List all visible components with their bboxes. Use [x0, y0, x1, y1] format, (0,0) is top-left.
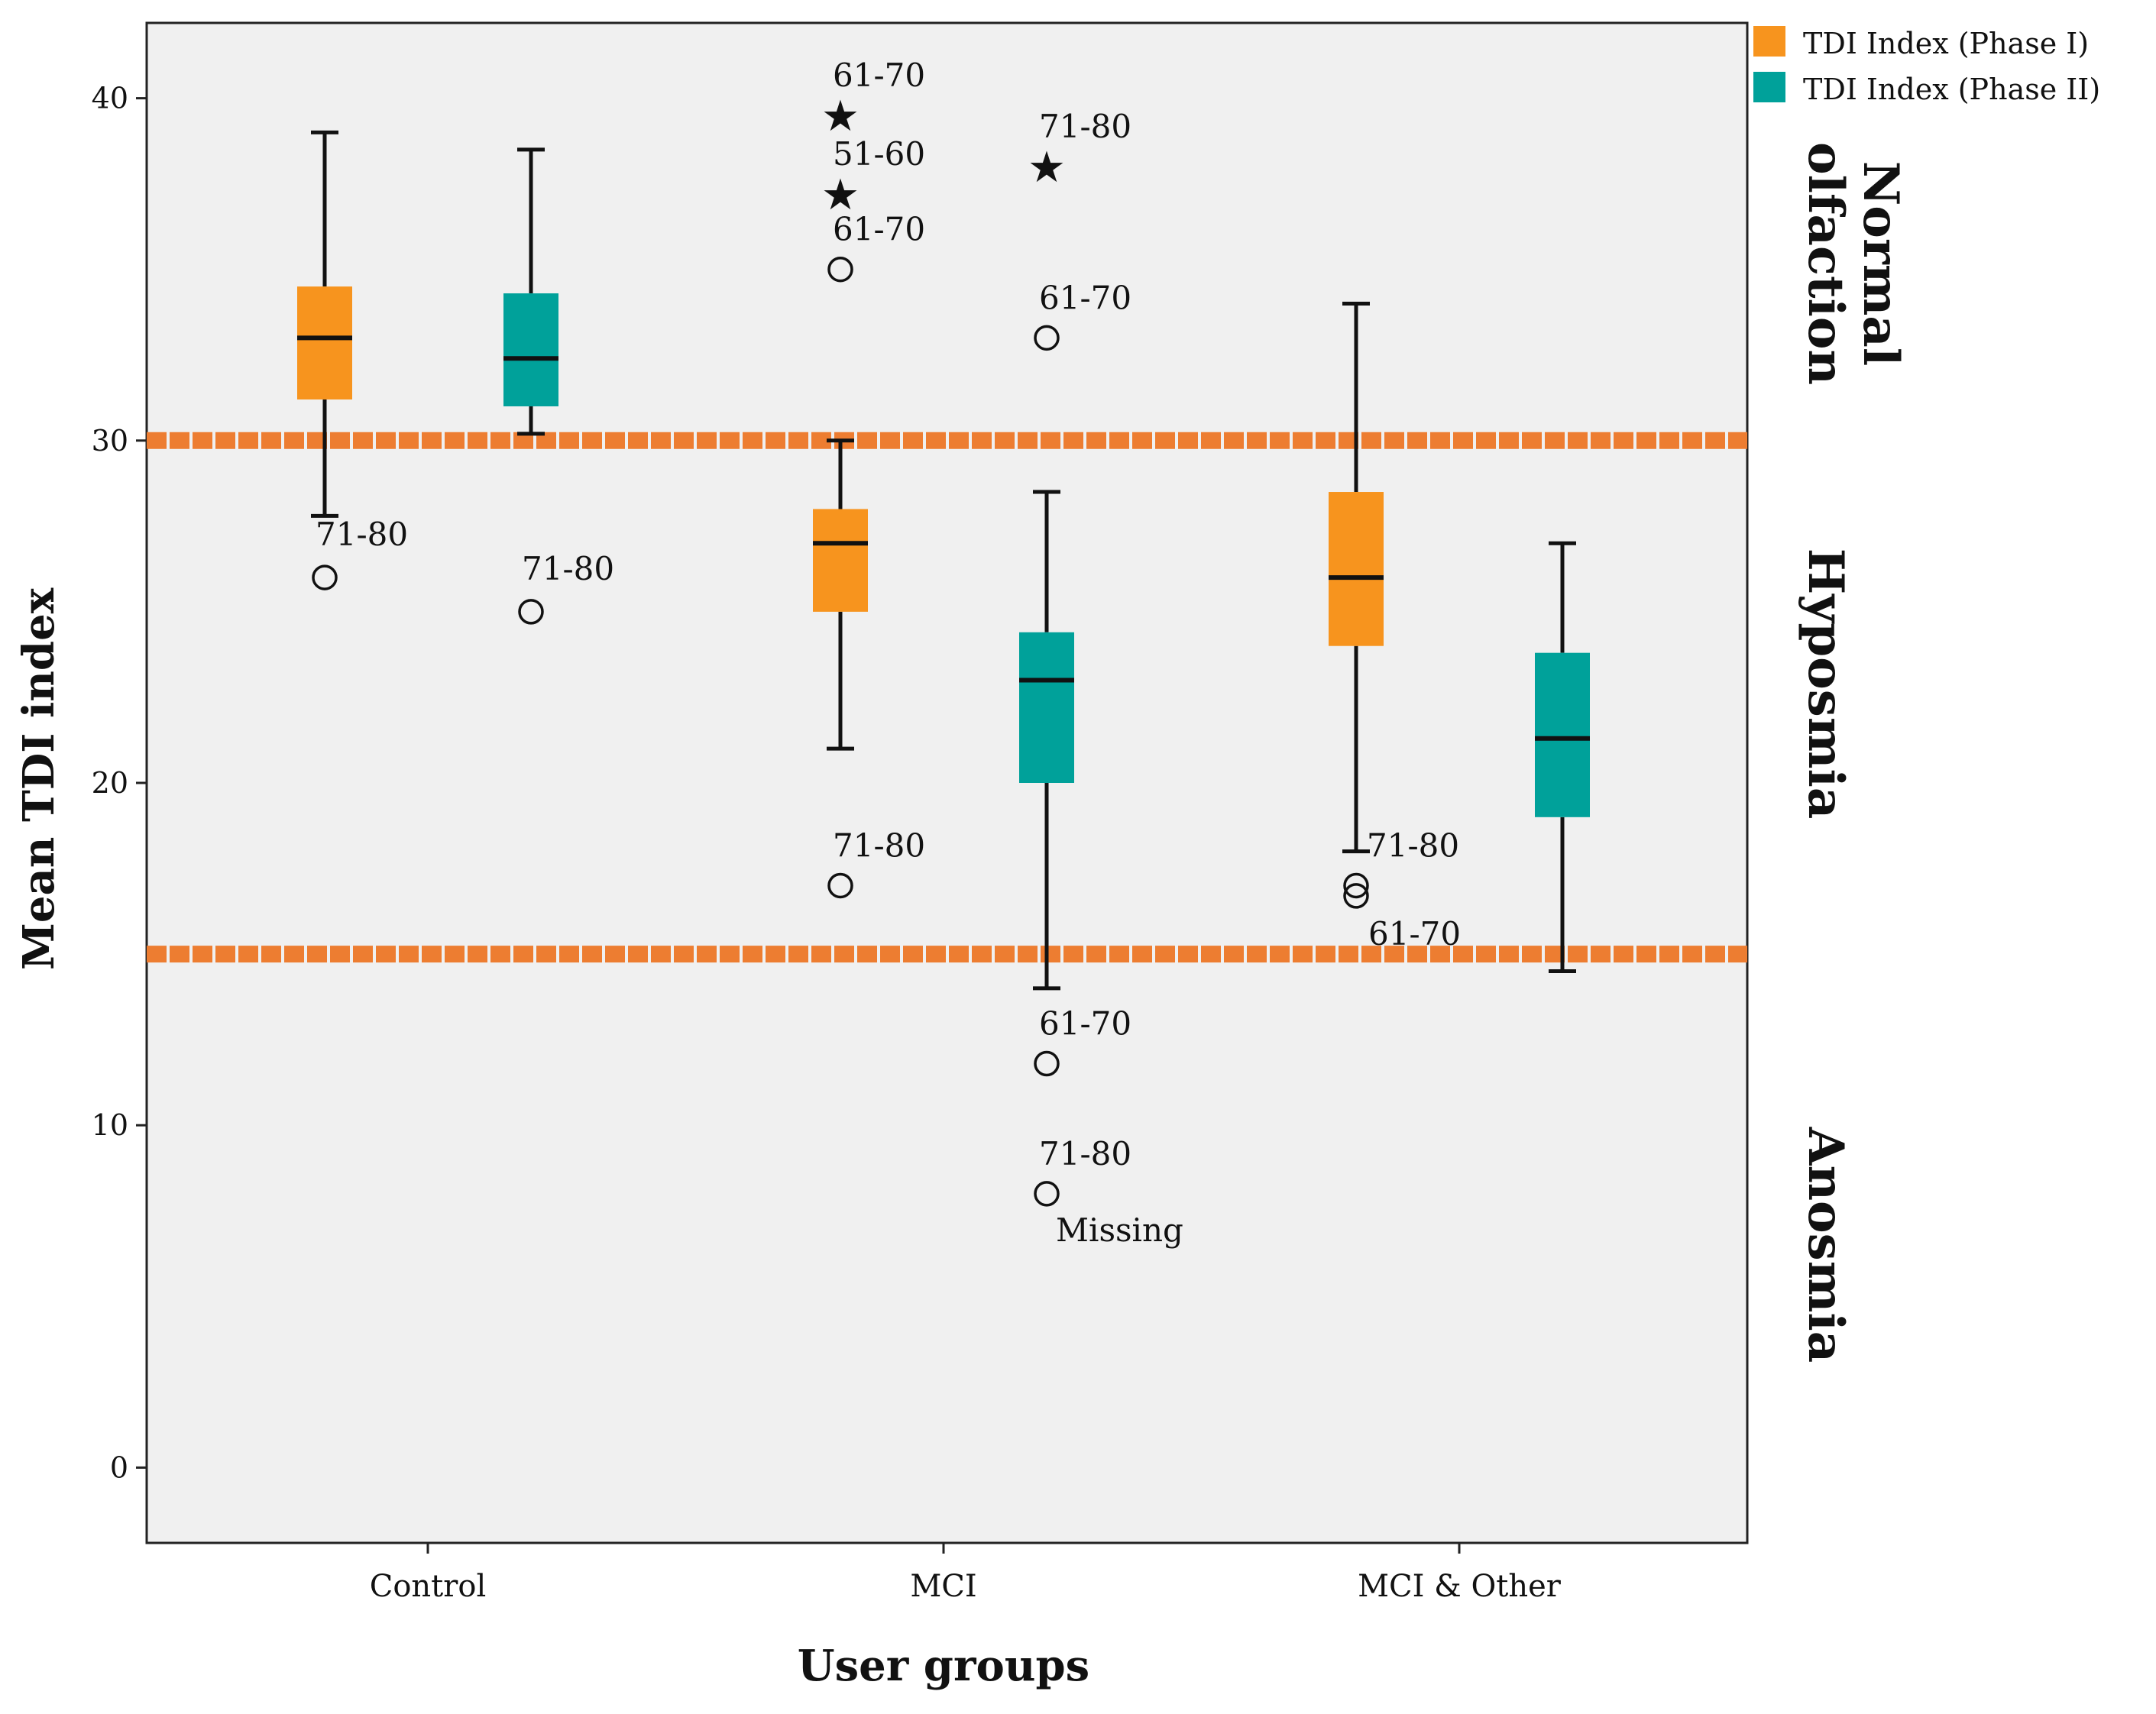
x-tick-label: MCI	[910, 1569, 976, 1604]
outlier-circle	[827, 256, 853, 283]
y-tick-label: 20	[92, 766, 128, 800]
zone-label-normal-line1: Normal	[1852, 161, 1909, 366]
x-tick-label: Control	[370, 1569, 487, 1604]
outlier-label-secondary: Missing	[1056, 1211, 1183, 1249]
outlier-circle	[312, 564, 338, 590]
outlier-label: 71-80	[522, 550, 614, 587]
box-phase1-0	[297, 130, 352, 518]
box-iqr	[813, 509, 868, 612]
box-iqr	[1329, 492, 1384, 646]
outlier-circle	[827, 872, 853, 899]
x-axis-title: User groups	[798, 1641, 1089, 1691]
zone-label-normal: Normal olfaction	[1797, 142, 1909, 385]
outlier-label: 71-80	[1367, 826, 1459, 864]
outlier-label: 71-80	[316, 516, 408, 553]
threshold-lines	[147, 432, 1747, 963]
legend-label-phase1: TDI Index (Phase I)	[1803, 27, 2089, 60]
box-iqr	[1535, 652, 1590, 817]
y-tick-label: 0	[110, 1450, 128, 1484]
outlier-circle	[1034, 325, 1060, 351]
outlier-label: 71-80	[1039, 108, 1131, 145]
outlier-circle	[1034, 1181, 1060, 1207]
outlier-star: ★	[821, 170, 859, 220]
legend-label-phase2: TDI Index (Phase II)	[1803, 73, 2100, 106]
outlier-label: 61-70	[833, 211, 925, 248]
boxes	[297, 130, 1590, 991]
outlier-star: ★	[821, 92, 859, 141]
outlier-label: 61-70	[1368, 915, 1461, 952]
box-phase1-1	[813, 438, 868, 751]
outlier-label: 61-70	[833, 57, 925, 94]
box-iqr	[503, 293, 558, 406]
legend: TDI Index (Phase I) TDI Index (Phase II)	[1753, 26, 2100, 106]
x-axis: Control MCI MCI & Other	[370, 1543, 1562, 1604]
outlier-circle	[518, 599, 544, 625]
outlier-label: 71-80	[833, 826, 925, 864]
plot-background	[145, 21, 1749, 1544]
box-phase2-1	[1019, 490, 1074, 991]
outlier-label: 61-70	[1039, 279, 1131, 316]
outlier-circle	[1343, 872, 1369, 899]
box-phase1-2	[1329, 302, 1384, 854]
y-axis-title: Mean TDI index	[14, 587, 64, 970]
y-tick-label: 30	[92, 424, 128, 458]
box-iqr	[297, 286, 352, 400]
box-phase2-0	[503, 147, 558, 436]
legend-swatch-phase1	[1753, 26, 1785, 57]
zone-label-hyposmia: Hyposmia	[1797, 548, 1854, 820]
y-axis: 0 10 20 30 40	[92, 82, 147, 1484]
outlier-star: ★	[1028, 143, 1066, 192]
y-tick-label: 10	[92, 1108, 128, 1142]
legend-swatch-phase2	[1753, 72, 1785, 102]
outlier-label: 51-60	[833, 135, 925, 173]
outliers: ★★★71-8071-8061-7051-6061-7071-8071-8061…	[312, 57, 1461, 1249]
box-iqr	[1019, 632, 1074, 783]
outlier-label: 71-80	[1039, 1135, 1131, 1172]
y-tick-label: 40	[92, 82, 128, 115]
zone-label-anosmia: Anosmia	[1797, 1127, 1854, 1363]
zone-label-normal-line2: olfaction	[1797, 142, 1854, 385]
outlier-circle	[1343, 883, 1369, 909]
outlier-circle	[1034, 1050, 1060, 1077]
x-tick-label: MCI & Other	[1358, 1569, 1562, 1604]
outlier-label: 61-70	[1039, 1005, 1131, 1043]
box-phase2-2	[1535, 541, 1590, 974]
